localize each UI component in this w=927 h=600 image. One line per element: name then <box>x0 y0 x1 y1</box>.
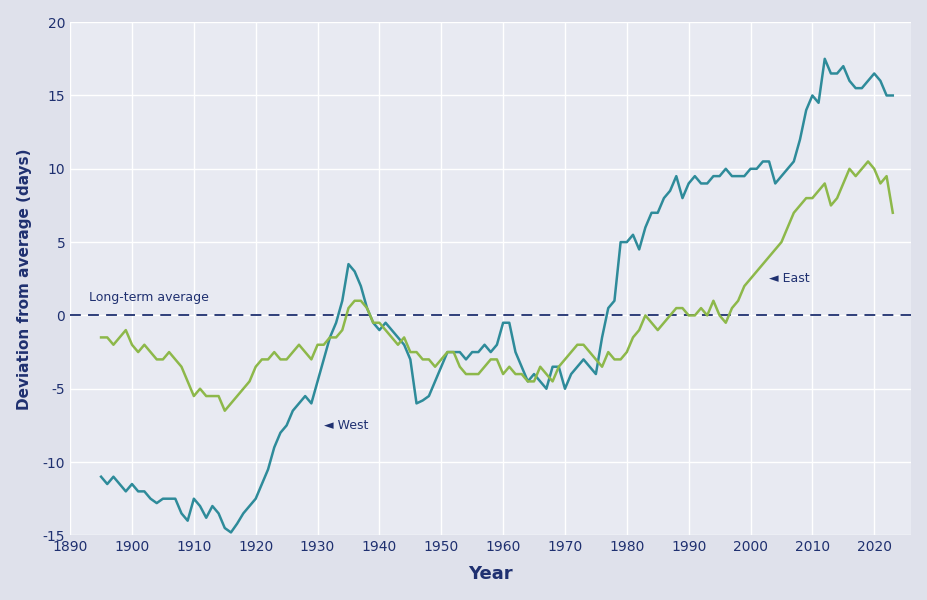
Text: ◄ West: ◄ West <box>324 419 368 432</box>
Text: ◄ East: ◄ East <box>768 272 809 285</box>
Text: Long-term average: Long-term average <box>89 290 209 304</box>
X-axis label: Year: Year <box>468 565 513 583</box>
Y-axis label: Deviation from average (days): Deviation from average (days) <box>17 148 32 410</box>
